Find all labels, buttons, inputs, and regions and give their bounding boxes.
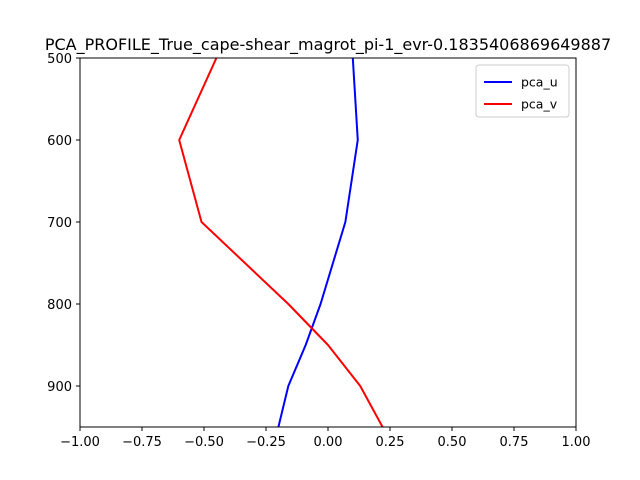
- x-axis: −1.00 −0.75 −0.50 −0.25 0.00 0.25 0.50 0.75 1.00: [60, 427, 590, 450]
- x-tick-label: −1.00: [60, 435, 100, 450]
- plot-area: [79, 57, 577, 428]
- legend: pca_u pca_v: [475, 64, 570, 118]
- x-tick-label: −0.75: [122, 435, 162, 450]
- x-tick-label: 0.00: [314, 435, 343, 450]
- y-tick-label: 600: [47, 134, 72, 149]
- y-axis: 500 600 700 800 900: [47, 52, 80, 395]
- y-tick-label: 800: [47, 298, 72, 313]
- x-tick-label: −0.50: [184, 435, 224, 450]
- plot-background: [80, 58, 576, 427]
- chart-title: PCA_PROFILE_True_cape-shear_magrot_pi-1_…: [45, 35, 611, 55]
- x-tick-label: 0.50: [438, 435, 467, 450]
- x-tick-label: 0.75: [500, 435, 529, 450]
- y-tick-label: 700: [47, 216, 72, 231]
- series-layer: [178, 58, 384, 427]
- y-tick-label: 900: [47, 380, 72, 395]
- x-tick-label: 1.00: [562, 435, 591, 450]
- legend-label-pca_u: pca_u: [521, 75, 558, 90]
- x-tick-label: −0.25: [246, 435, 286, 450]
- x-tick-label: 0.25: [376, 435, 405, 450]
- legend-label-pca_v: pca_v: [521, 97, 558, 112]
- y-tick-label: 500: [47, 52, 72, 67]
